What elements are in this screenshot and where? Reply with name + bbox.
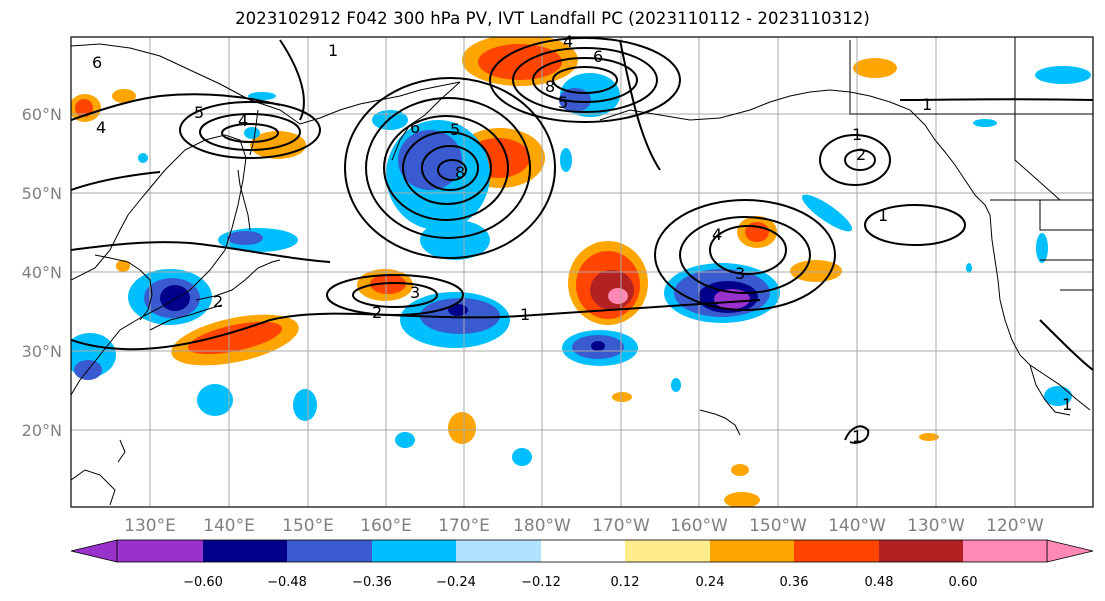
- colorbar-segment: [541, 540, 625, 562]
- colorbar-tick-label: −0.36: [352, 575, 392, 590]
- lon-label: 120°W: [986, 516, 1044, 536]
- contour-label: 4: [238, 111, 248, 130]
- colorbar-segment: [456, 540, 541, 562]
- lon-label: 150°E: [282, 516, 334, 536]
- contour-labels: 1 1 1 1 1 1 1 2 2 2 3 3 4 4 4 4 5 5 5 6 …: [92, 32, 1072, 446]
- contour-label: 1: [328, 41, 338, 60]
- colorbar-segment: [287, 540, 372, 562]
- colorbar-segment: [710, 540, 794, 562]
- contour-label: 2: [856, 145, 866, 164]
- contour-label: 8: [545, 77, 555, 96]
- negative-anomaly-shading: [71, 66, 1091, 466]
- lat-label: 20°N: [22, 421, 62, 440]
- colorbar-segment: [625, 540, 710, 562]
- colorbar-tick-label: 0.48: [865, 575, 894, 590]
- colorbar-segment: [879, 540, 963, 562]
- lon-label: 180°W: [513, 516, 571, 536]
- contour-label: 4: [563, 32, 573, 51]
- colorbar-tick-label: 0.12: [611, 575, 640, 590]
- colorbar-tick-label: 0.24: [696, 575, 725, 590]
- contour-label: 5: [558, 93, 568, 112]
- map-border: [70, 36, 1094, 508]
- colorbar-segment: [963, 540, 1047, 562]
- lat-label: 40°N: [22, 263, 62, 282]
- contour-label: 3: [410, 283, 420, 302]
- colorbar-segment: [117, 540, 203, 562]
- contour-label: 5: [194, 103, 204, 122]
- colorbar-segment: [372, 540, 456, 562]
- contour-label: 4: [96, 118, 106, 137]
- latitude-labels: 60°N 50°N 40°N 30°N 20°N: [22, 105, 62, 440]
- contour-label: 1: [922, 95, 932, 114]
- colorbar-tick-label: 0.36: [780, 575, 809, 590]
- colorbar-extend-high: [1046, 539, 1094, 563]
- contour-label: 1: [520, 305, 530, 324]
- contour-label: 8: [455, 163, 465, 182]
- lon-label: 130°W: [907, 516, 965, 536]
- colorbar-tick-label: 0.60: [949, 575, 978, 590]
- lon-label: 160°W: [670, 516, 728, 536]
- contour-label: 2: [213, 292, 223, 311]
- contour-label: 5: [450, 120, 460, 139]
- colorbar-tick-label: −0.48: [267, 575, 307, 590]
- lon-label: 150°W: [749, 516, 807, 536]
- colorbar: −0.60 −0.48 −0.36 −0.24 −0.12 0.12 0.24 …: [70, 539, 1094, 590]
- colorbar-extend-low: [70, 539, 118, 563]
- lon-label: 140°E: [203, 516, 255, 536]
- map-title: 2023102912 F042 300 hPa PV, IVT Landfall…: [235, 9, 870, 28]
- contour-label: 6: [410, 118, 420, 137]
- contour-label: 2: [372, 303, 382, 322]
- lat-label: 30°N: [22, 342, 62, 361]
- lon-label: 170°E: [438, 516, 490, 536]
- lat-label: 60°N: [22, 105, 62, 124]
- colorbar-tick-label: −0.60: [183, 575, 223, 590]
- colorbar-tick-label: −0.12: [521, 575, 561, 590]
- colorbar-segment: [794, 540, 879, 562]
- lon-label: 170°W: [592, 516, 650, 536]
- colorbar-frame: [116, 539, 1048, 563]
- contour-label: 6: [593, 47, 603, 66]
- coastlines: [71, 37, 1093, 506]
- lat-label: 50°N: [22, 184, 62, 203]
- contour-label: 1: [1062, 395, 1072, 414]
- colorbar-segment: [203, 540, 287, 562]
- lon-label: 140°W: [828, 516, 886, 536]
- contour-lines: [71, 37, 1093, 444]
- lon-label: 160°E: [360, 516, 412, 536]
- contour-label: 3: [735, 264, 745, 283]
- contour-label: 1: [878, 206, 888, 225]
- contour-label: 4: [712, 225, 722, 244]
- contour-label: 6: [92, 53, 102, 72]
- contour-label: 1: [852, 427, 862, 446]
- lon-label: 130°E: [124, 516, 176, 536]
- contour-label: 1: [852, 125, 862, 144]
- longitude-labels: 130°E 140°E 150°E 160°E 170°E 180°W 170°…: [124, 516, 1044, 536]
- colorbar-tick-label: −0.24: [436, 575, 476, 590]
